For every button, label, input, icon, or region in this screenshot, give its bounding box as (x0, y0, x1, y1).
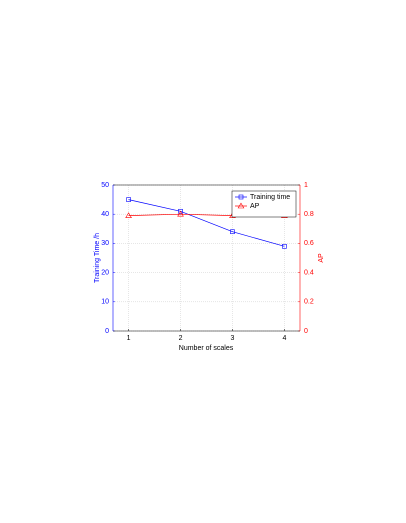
y2-tick-label: 0.8 (304, 211, 314, 218)
y-axis-label: Training Time /h (94, 233, 101, 283)
y-tick-label: 0 (105, 328, 109, 335)
legend-marker (237, 202, 245, 209)
y2-axis-label: AP (318, 253, 325, 263)
legend-label: Training time (250, 194, 290, 201)
marker (177, 210, 184, 217)
marker (230, 229, 235, 235)
y2-tick-label: 0.6 (304, 240, 314, 247)
y2-tick-label: 1 (304, 182, 308, 189)
y2-tick-label: 0.4 (304, 269, 314, 276)
x-axis-label: Number of scales (179, 345, 234, 352)
x-tick-label: 2 (179, 335, 183, 342)
x-tick-label: 3 (231, 335, 235, 342)
legend-label: AP (250, 203, 260, 210)
marker (125, 212, 132, 218)
legend-marker (238, 194, 244, 200)
y-tick-label: 40 (101, 211, 109, 218)
legend-box (231, 190, 297, 218)
y2-tick-label: 0.2 (304, 299, 314, 306)
line (128, 199, 285, 247)
y-tick-label: 50 (101, 182, 109, 189)
y-tick-label: 10 (101, 299, 109, 306)
y-tick-label: 30 (101, 240, 109, 247)
marker (126, 197, 131, 202)
marker (178, 208, 183, 214)
y-tick-label: 20 (101, 269, 109, 276)
x-tick-label: 4 (282, 335, 286, 342)
x-tick-label: 1 (127, 335, 131, 342)
y2-tick-label: 0 (304, 328, 308, 335)
marker (282, 244, 287, 249)
